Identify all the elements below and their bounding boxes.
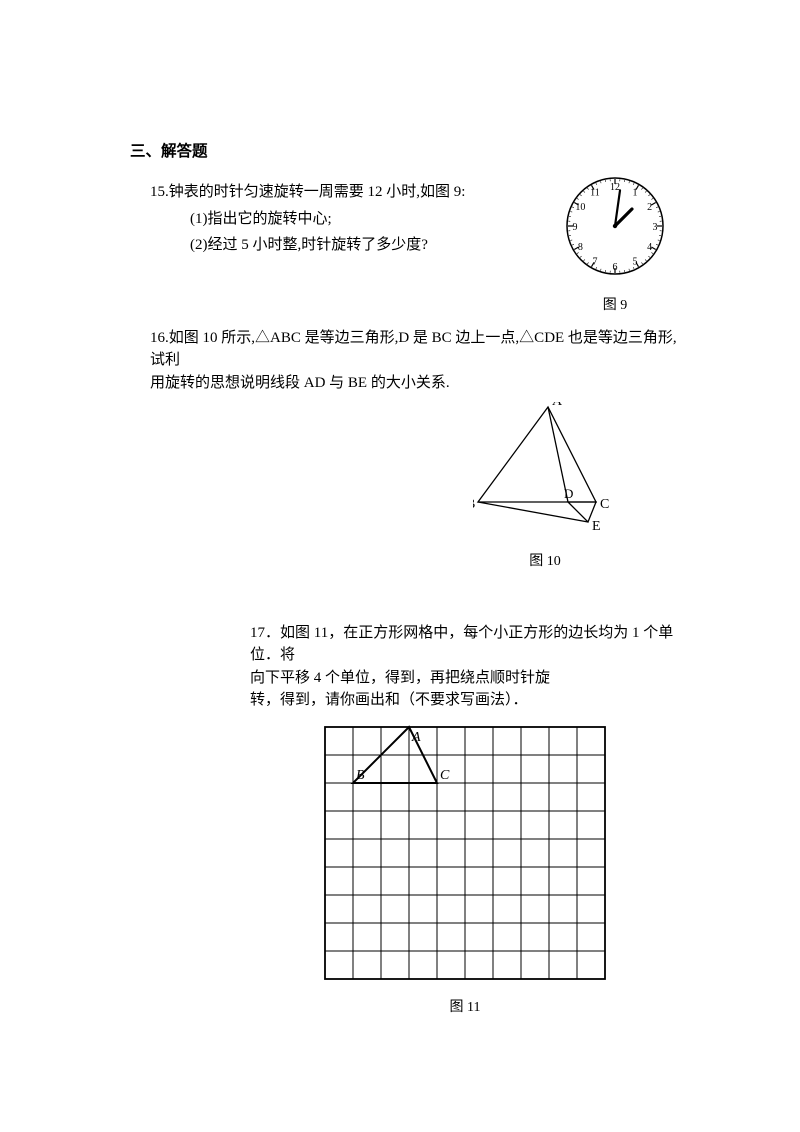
- svg-text:2: 2: [647, 202, 652, 213]
- q15-sub1: (1)指出它的旋转中心;: [150, 208, 470, 231]
- svg-text:7: 7: [593, 257, 598, 268]
- triangle-figure: A B C D E: [473, 402, 618, 537]
- question-16: 16.如图 10 所示,△ABC 是等边三角形,D 是 BC 边上一点,△CDE…: [130, 327, 680, 572]
- svg-text:8: 8: [578, 242, 583, 253]
- svg-text:D: D: [564, 486, 573, 501]
- svg-text:9: 9: [573, 222, 578, 233]
- q16-line2: 用旋转的思想说明线段 AD 与 BE 的大小关系.: [150, 372, 680, 395]
- svg-text:1: 1: [633, 188, 638, 199]
- svg-text:5: 5: [633, 257, 638, 268]
- figure-9-caption: 图 9: [560, 295, 670, 316]
- svg-text:E: E: [592, 519, 601, 534]
- question-17: 17．如图 11，在正方形网格中，每个小正方形的边长均为 1 个单位．将 向下平…: [130, 622, 680, 1019]
- svg-text:C: C: [600, 497, 609, 512]
- svg-text:B: B: [473, 497, 475, 512]
- svg-text:11: 11: [590, 188, 600, 199]
- svg-text:3: 3: [653, 222, 658, 233]
- svg-text:6: 6: [613, 262, 618, 273]
- svg-text:4: 4: [647, 242, 652, 253]
- svg-text:10: 10: [575, 202, 585, 213]
- q17-line1: 17．如图 11，在正方形网格中，每个小正方形的边长均为 1 个单位．将: [250, 622, 680, 667]
- question-15: 15.钟表的时针匀速旋转一周需要 12 小时,如图 9: (1)指出它的旋转中心…: [130, 181, 680, 257]
- figure-10-caption: 图 10: [410, 551, 680, 572]
- svg-text:A: A: [552, 402, 563, 409]
- svg-text:A: A: [411, 730, 421, 745]
- grid-figure: A B C: [320, 722, 610, 984]
- figure-11-caption: 图 11: [250, 997, 680, 1018]
- q15-stem: 15.钟表的时针匀速旋转一周需要 12 小时,如图 9:: [150, 181, 470, 204]
- clock-figure: 121234567891011: [560, 171, 670, 281]
- q15-sub2: (2)经过 5 小时整,时针旋转了多少度?: [150, 234, 470, 257]
- svg-text:12: 12: [610, 182, 620, 193]
- svg-text:B: B: [356, 768, 365, 783]
- q16-line1: 16.如图 10 所示,△ABC 是等边三角形,D 是 BC 边上一点,△CDE…: [150, 327, 680, 372]
- q17-line2: 向下平移 4 个单位，得到，再把绕点顺时针旋: [250, 667, 680, 690]
- svg-text:C: C: [440, 768, 450, 783]
- q17-line3: 转，得到，请你画出和（不要求写画法）．: [250, 689, 680, 712]
- section-title: 三、解答题: [130, 140, 680, 163]
